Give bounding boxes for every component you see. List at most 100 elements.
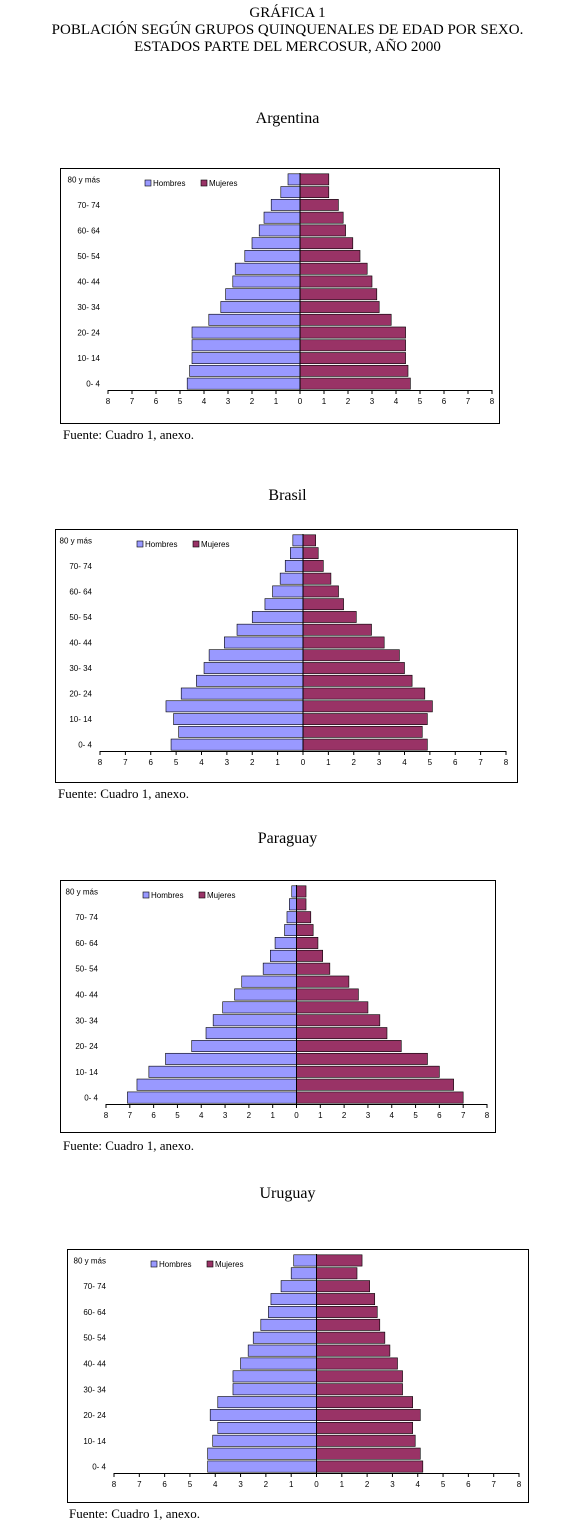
bar-men-65-69: [263, 211, 301, 224]
bar-women-20- 24: [316, 1409, 421, 1421]
bar-men-15-19: [165, 700, 304, 713]
x-tick-label: 1: [326, 758, 331, 767]
bar-women-5-9: [299, 364, 409, 377]
legend-label-hombres: Hombres: [151, 891, 183, 900]
x-tick-label: 3: [226, 397, 231, 406]
bar-men-70- 74: [284, 560, 304, 572]
x-tick-label: 7: [130, 397, 135, 406]
bar-men-30- 34: [203, 662, 304, 674]
bar-women-45-49: [296, 975, 350, 988]
report-heading: GRÁFICA 1 POBLACIÓN SEGÚN GRUPOS QUINQUE…: [0, 5, 575, 56]
bar-women-15-19: [296, 1052, 428, 1065]
y-tick-label: 0- 4: [86, 380, 100, 389]
bar-women-0- 4: [299, 377, 411, 390]
bar-men-20- 24: [191, 326, 301, 339]
x-tick-label: 8: [490, 397, 495, 406]
bar-men-65-69: [279, 572, 304, 585]
bar-men-10- 14: [191, 352, 301, 364]
bar-women-50- 54: [302, 611, 357, 623]
x-tick-label: 2: [346, 397, 351, 406]
legend-swatch-mujeres: [206, 1260, 214, 1268]
bar-women-25-29: [316, 1396, 413, 1409]
bar-men-0- 4: [170, 738, 304, 751]
bar-men-40- 44: [240, 1357, 317, 1370]
bar-men-80 y más: [293, 1254, 317, 1267]
bar-men-35-39: [208, 649, 304, 662]
bar-men-15-19: [165, 1052, 297, 1065]
chart-title-argentina: Argentina: [255, 110, 320, 127]
y-tick-label: 0- 4: [78, 741, 92, 750]
bar-men-10- 14: [173, 713, 304, 725]
bar-women-60- 64: [299, 224, 346, 237]
bar-women-25-29: [299, 313, 392, 326]
x-tick-label: 3: [223, 1111, 228, 1120]
bar-men-60- 64: [268, 1306, 317, 1318]
x-tick-label: 6: [442, 397, 447, 406]
x-tick-label: 4: [213, 1480, 218, 1489]
x-tick-label: 3: [377, 758, 382, 767]
chart-title-brasil: Brasil: [268, 487, 307, 504]
x-tick-label: 5: [418, 397, 423, 406]
bar-women-20- 24: [296, 1040, 402, 1052]
bar-men-60- 64: [272, 585, 304, 598]
x-tick-label: 7: [128, 1111, 133, 1120]
x-tick-label: 2: [264, 1480, 269, 1489]
x-tick-label: 2: [352, 758, 357, 767]
bar-men-50- 54: [244, 250, 301, 262]
x-tick-label: 8: [112, 1480, 117, 1489]
x-tick-label: 4: [416, 1480, 421, 1489]
x-tick-label: 5: [175, 1111, 180, 1120]
x-tick-label: 0: [294, 1111, 299, 1120]
bar-men-50- 54: [251, 611, 304, 623]
bar-women-40- 44: [302, 636, 385, 649]
bar-men-5-9: [136, 1078, 297, 1091]
x-tick-label: 5: [188, 1480, 193, 1489]
x-tick-label: 6: [162, 1480, 167, 1489]
y-tick-label: 10- 14: [77, 354, 100, 363]
bar-men-50- 54: [262, 962, 297, 975]
bar-women-45-49: [299, 262, 368, 275]
x-tick-label: 8: [104, 1111, 109, 1120]
y-tick-label: 70- 74: [77, 201, 100, 210]
x-tick-label: 6: [437, 1111, 442, 1120]
legend-swatch-mujeres: [192, 540, 200, 548]
bar-men-65-69: [270, 1293, 317, 1306]
legend-label-mujeres: Mujeres: [207, 891, 235, 900]
x-tick-label: 2: [250, 397, 255, 406]
bar-men-70- 74: [286, 911, 297, 924]
bar-men-35-39: [222, 1001, 297, 1014]
bar-women-65-69: [316, 1293, 376, 1306]
x-tick-label: 1: [340, 1480, 345, 1489]
bar-women-10- 14: [296, 1065, 440, 1078]
y-tick-label: 40- 44: [75, 991, 98, 1000]
x-tick-label: 3: [366, 1111, 371, 1120]
x-tick-label: 3: [225, 758, 230, 767]
bar-women-20- 24: [302, 687, 426, 700]
bar-men-45-49: [241, 975, 297, 988]
bar-men-70- 74: [270, 199, 301, 211]
bar-men-75-79: [280, 186, 301, 199]
bar-men-60- 64: [258, 224, 301, 237]
x-tick-label: 8: [517, 1480, 522, 1489]
x-tick-label: 8: [504, 758, 509, 767]
y-tick-label: 20- 24: [69, 690, 92, 699]
bar-women-50- 54: [296, 962, 331, 975]
y-tick-label: 20- 24: [75, 1042, 98, 1051]
y-tick-label: 60- 64: [69, 587, 92, 596]
pyramid-chart-argentina: 8 7 6 5 4 3 2 1 0 1 2 3 4 5 6 7 8 0- 4 10- 14 20- 24 30- 34 4…: [60, 168, 500, 424]
bar-men-75-79: [290, 1267, 317, 1280]
bar-women-35-39: [299, 288, 378, 301]
x-tick-label: 1: [322, 397, 327, 406]
bar-men-0- 4: [127, 1091, 297, 1104]
x-tick-label: 3: [370, 397, 375, 406]
x-tick-label: 2: [247, 1111, 252, 1120]
bar-women-25-29: [296, 1027, 388, 1040]
heading-line-1: GRÁFICA 1: [249, 5, 326, 21]
bar-men-45-49: [236, 623, 304, 636]
bar-women-65-69: [296, 924, 314, 937]
x-tick-label: 7: [123, 758, 128, 767]
x-tick-label: 6: [149, 758, 154, 767]
legend-swatch-hombres: [142, 891, 150, 899]
bar-men-0- 4: [207, 1460, 317, 1473]
bar-women-50- 54: [299, 250, 361, 262]
